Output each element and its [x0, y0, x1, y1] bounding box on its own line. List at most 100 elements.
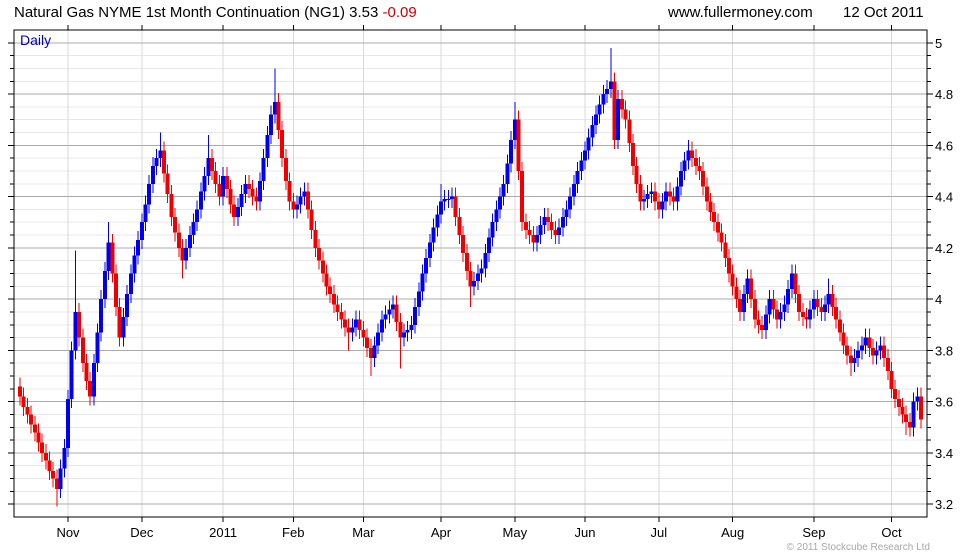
y-tick-label: 4: [935, 292, 942, 307]
candle: [250, 188, 255, 197]
candle: [538, 224, 543, 236]
candle: [427, 242, 432, 259]
candle: [114, 273, 119, 307]
y-tick-label: 3.2: [935, 497, 953, 512]
header-title-row: Natural Gas NYME 1st Month Continuation …: [14, 4, 417, 21]
candle: [789, 273, 794, 289]
candle: [269, 114, 274, 136]
candle: [224, 176, 229, 189]
candle: [726, 258, 731, 274]
candle: [601, 94, 606, 105]
candle: [402, 332, 407, 338]
x-month-label: Jun: [574, 525, 595, 540]
candle: [291, 201, 296, 210]
candle: [904, 414, 909, 423]
y-tick-label: 3.6: [935, 395, 953, 410]
candle: [339, 311, 344, 320]
candle: [907, 422, 912, 428]
candle: [667, 191, 672, 197]
candle: [690, 150, 695, 159]
candle: [187, 235, 192, 248]
candle: [878, 345, 883, 351]
candle: [99, 299, 104, 333]
candle: [110, 242, 115, 274]
candle: [675, 186, 680, 202]
candle: [198, 191, 203, 210]
candle: [154, 158, 159, 166]
candle: [660, 201, 665, 210]
candle: [678, 170, 683, 187]
candle: [431, 227, 436, 243]
candle: [760, 324, 765, 330]
candle: [468, 270, 473, 287]
candle: [634, 165, 639, 184]
candle: [438, 201, 443, 215]
candle: [213, 170, 218, 184]
candle: [579, 160, 584, 171]
x-month-label: Nov: [56, 525, 80, 540]
candle: [856, 350, 861, 359]
candle: [47, 460, 52, 471]
candle: [40, 442, 45, 453]
candle: [413, 306, 418, 325]
candle: [125, 294, 130, 318]
candle: [889, 370, 894, 389]
candle: [664, 191, 669, 202]
candle: [453, 196, 458, 218]
price-change: -0.09: [382, 4, 417, 21]
candle: [553, 229, 558, 236]
candle: [387, 309, 392, 315]
candle: [848, 355, 853, 364]
plot-frame: [13, 29, 928, 518]
candle: [232, 204, 237, 218]
candle: [834, 306, 839, 320]
x-month-label: May: [503, 525, 528, 540]
x-month-label: Jul: [651, 525, 668, 540]
candle: [756, 319, 761, 325]
candle: [121, 317, 126, 338]
candle: [202, 176, 207, 192]
candle: [368, 347, 373, 359]
candle: [546, 217, 551, 223]
candle: [549, 222, 554, 230]
candle: [627, 119, 632, 143]
candle: [117, 306, 122, 338]
candle: [383, 314, 388, 320]
candle: [457, 217, 462, 236]
candle: [653, 191, 658, 202]
candle: [571, 183, 576, 197]
candle: [298, 196, 303, 205]
candle: [542, 217, 547, 225]
candle: [590, 124, 595, 138]
candle: [557, 227, 562, 236]
candle: [191, 222, 196, 236]
candle: [568, 196, 573, 210]
candle: [206, 158, 211, 177]
candle: [745, 278, 750, 295]
y-tick-label: 3.4: [935, 446, 953, 461]
chart-title: Natural Gas NYME 1st Month Continuation …: [14, 4, 345, 21]
candle: [501, 183, 506, 197]
candle: [313, 229, 318, 248]
x-month-label: Oct: [881, 525, 902, 540]
candle: [841, 332, 846, 346]
candle: [136, 240, 141, 256]
candle: [25, 406, 30, 415]
candle: [774, 309, 779, 320]
candle: [18, 386, 22, 397]
candle: [461, 235, 466, 253]
y-tick-label: 3.8: [935, 343, 953, 358]
candle: [217, 183, 222, 197]
candle: [763, 314, 768, 330]
candle: [420, 273, 425, 292]
candle: [365, 337, 370, 348]
y-tick-label: 4.2: [935, 241, 953, 256]
candle: [586, 137, 591, 151]
candle: [228, 188, 233, 205]
candle: [649, 191, 654, 195]
candle: [845, 345, 850, 356]
candle: [424, 258, 429, 274]
candle: [376, 332, 381, 346]
candle: [416, 291, 421, 307]
candle: [797, 294, 802, 312]
